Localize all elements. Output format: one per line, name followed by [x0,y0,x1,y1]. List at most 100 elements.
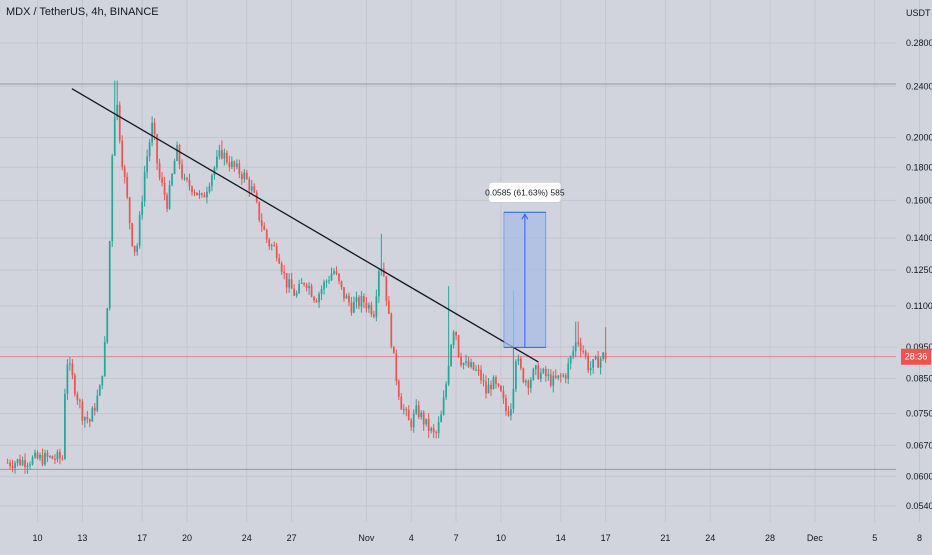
candle-body [21,460,24,465]
candle-body [248,179,251,191]
candle-body [118,104,121,141]
x-tick-label: 10 [32,533,42,543]
grid-layer [0,0,921,522]
candle-body [44,452,46,465]
candle-body [502,391,505,399]
candle-body [597,356,599,368]
candle-body [230,161,233,168]
candle-body [363,295,365,303]
y-tick-label: 0.0670 [906,440,932,450]
candle-body [91,407,94,422]
y-tick-label: 0.0850 [906,373,932,383]
candle-body [16,459,19,464]
candle-body [116,104,119,118]
candle-body [467,361,470,367]
candle-body [71,363,74,376]
candle-body [176,145,178,161]
candle-body [26,465,29,467]
candle-body [245,172,248,180]
y-tick-label: 0.2800 [906,38,932,48]
candle-body [128,197,131,224]
candle-body [477,369,480,371]
candle-body [395,353,398,381]
candle-body [445,384,448,398]
candle-body [427,418,430,432]
candle-body [490,384,492,390]
candle-body [49,456,51,458]
candle-body [360,295,363,307]
candle-body [158,163,161,178]
candle-body [74,375,76,395]
candle-body [412,413,415,428]
candle-body [564,375,567,379]
candle-body [577,342,580,344]
trendline [71,88,539,363]
candle-body [432,428,435,433]
candle-body [534,365,537,370]
candle-body [193,192,196,194]
candle-body [173,160,176,175]
candle-body [280,263,283,272]
candle-body [345,295,348,299]
candle-body [480,369,482,380]
candle-body [31,457,34,465]
candle-body [153,122,156,135]
y-tick-label: 0.1250 [906,265,932,275]
candle-body [183,177,186,179]
candle-body [475,369,477,371]
candle-body [557,375,560,378]
candle-body [83,416,86,421]
candle-body [86,416,89,420]
candle-body [348,295,350,303]
candle-body [472,362,475,370]
candle-body [141,201,144,215]
candle-body [111,155,114,242]
candle-body [507,410,510,416]
y-tick-label: 0.0540 [906,501,932,511]
candle-body [238,163,241,175]
x-tick-label: 7 [454,533,459,543]
candle-body [420,412,423,417]
candle-body [24,460,26,467]
y-tick-label: 0.2000 [906,133,932,143]
candle-body [171,174,173,185]
candle-body [56,451,59,460]
candle-body [98,385,101,396]
candle-body [320,289,323,294]
x-tick-label: 28 [765,533,775,543]
last-price-tag-label: 28:36 [905,352,928,362]
candle-body [216,156,218,168]
candle-body [470,362,472,367]
candle-body [430,428,433,432]
candle-body [542,368,545,373]
chart-title: MDX / TetherUS, 4h, BINANCE [6,6,159,18]
candle-body [151,122,153,143]
candle-body [61,458,64,460]
candle-body [39,454,41,459]
candle-body [221,150,223,159]
y-tick-label: 0.2400 [906,81,932,91]
candle-body [240,174,243,180]
candle-body [497,383,500,386]
candle-body [250,186,253,191]
candle-body [76,394,79,401]
candle-body [260,220,263,227]
candle-body [315,300,318,303]
candle-body [353,301,355,313]
candle-body [285,273,288,288]
candle-body [34,452,36,458]
candle-body [485,381,487,394]
candle-body [66,364,69,394]
candle-body [338,273,340,282]
candle-body [208,186,211,192]
candle-body [358,297,360,307]
candle-body [211,175,213,187]
candle-body [54,458,56,460]
x-tick-label: 24 [705,533,715,543]
candle-body [537,365,540,380]
candle-body [407,410,410,421]
x-tick-label: 27 [287,533,297,543]
candle-body [333,271,335,274]
candle-body [243,172,246,180]
